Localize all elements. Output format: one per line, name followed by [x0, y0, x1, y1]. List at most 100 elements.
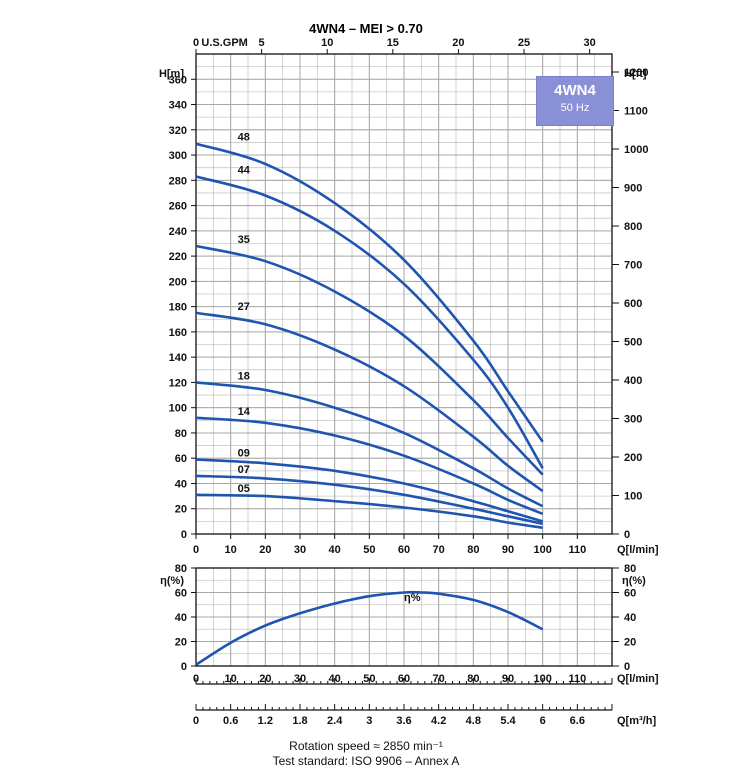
- eff-x2-tick-label: 3: [366, 715, 372, 727]
- eff-x2-tick-label: 2.4: [327, 715, 343, 727]
- y-tick-label: 100: [169, 403, 187, 415]
- y2-tick-label: 1100: [624, 105, 648, 117]
- curve-label: 27: [238, 301, 250, 313]
- efficiency-curve-label: η%: [404, 592, 421, 604]
- efficiency-chart-grid: [195, 567, 613, 667]
- x-tick-label: 90: [502, 544, 514, 556]
- badge-frequency: 50 Hz: [560, 102, 590, 114]
- eff-x-tick-label: 20: [259, 673, 271, 685]
- curve-label: 05: [238, 483, 250, 495]
- eff-y-tick-label: 20: [175, 637, 187, 649]
- eff-x2-tick-label: 3.6: [396, 715, 411, 727]
- eff-x-tick-label: 70: [433, 673, 445, 685]
- y-tick-label: 140: [169, 352, 187, 364]
- y2-tick-label: 400: [624, 375, 642, 387]
- x-tick-label: 20: [259, 544, 271, 556]
- curve-label: 09: [238, 447, 250, 459]
- eff-x2-tick-label: 6.6: [570, 715, 585, 727]
- eff-y2-tick-label: 0: [624, 661, 630, 673]
- eff-y-tick-label: 80: [175, 563, 187, 575]
- head-curve-05: [195, 493, 543, 529]
- eff-y-tick-label: 60: [175, 588, 187, 600]
- x-tick-label: 100: [533, 544, 551, 556]
- y-tick-label: 200: [169, 276, 187, 288]
- eff-x2-tick-label: 4.2: [431, 715, 446, 727]
- y-tick-label: 360: [169, 74, 187, 86]
- eff-x-tick-label: 80: [467, 673, 479, 685]
- eff-y2-axis-label: η(%): [622, 575, 646, 587]
- eff-x-tick-label: 30: [294, 673, 306, 685]
- eff-x-axis-label: Q[l/min]: [617, 673, 659, 685]
- x-tick-label: 60: [398, 544, 410, 556]
- x-tick-label: 50: [363, 544, 375, 556]
- y2-tick-label: 700: [624, 259, 642, 271]
- y-tick-label: 60: [175, 453, 187, 465]
- y-tick-label: 120: [169, 377, 187, 389]
- x-tick-label: 40: [329, 544, 341, 556]
- y-tick-label: 280: [169, 175, 187, 187]
- eff-x2-axis-label: Q[m³/h]: [617, 715, 656, 727]
- y2-tick-label: 1000: [624, 144, 648, 156]
- head-curve-48: [195, 142, 544, 443]
- curve-label: 44: [238, 165, 251, 177]
- x2-tick-label: 0: [193, 37, 199, 49]
- curve-label: 18: [238, 370, 250, 382]
- eff-x-tick-label: 110: [568, 673, 586, 685]
- y-tick-label: 180: [169, 302, 187, 314]
- eff-y2-tick-label: 60: [624, 588, 636, 600]
- y-tick-label: 0: [181, 529, 187, 541]
- eff-x-tick-label: 10: [225, 673, 237, 685]
- y-tick-label: 40: [175, 478, 187, 490]
- x2-tick-label: 20: [452, 37, 464, 49]
- eff-y-axis-label: η(%): [160, 575, 184, 587]
- eff-x-tick-label: 60: [398, 673, 410, 685]
- x-tick-label: 0: [193, 544, 199, 556]
- y2-tick-label: 900: [624, 182, 642, 194]
- eff-x2-tick-label: 1.2: [258, 715, 273, 727]
- head-chart-grid: [195, 53, 613, 535]
- eff-y2-tick-label: 80: [624, 563, 636, 575]
- y-tick-label: 260: [169, 201, 187, 213]
- y2-tick-label: 500: [624, 336, 642, 348]
- test-standard-note: Test standard: ISO 9906 – Annex A: [272, 754, 460, 768]
- y2-tick-label: 1200: [624, 67, 648, 79]
- x2-tick-label: 5: [259, 37, 265, 49]
- eff-x-tick-label: 0: [193, 673, 199, 685]
- y-tick-label: 20: [175, 504, 187, 516]
- y2-tick-label: 200: [624, 452, 642, 464]
- x2-tick-label: 15: [387, 37, 399, 49]
- y-tick-label: 220: [169, 251, 187, 263]
- curve-label: 14: [238, 406, 251, 418]
- eff-x2-tick-label: 5.4: [500, 715, 516, 727]
- chart-title: 4WN4 – MEI > 0.70: [309, 21, 423, 36]
- head-curve-07: [195, 474, 543, 526]
- eff-y2-tick-label: 20: [624, 637, 636, 649]
- curve-label: 48: [238, 132, 250, 144]
- y-tick-label: 240: [169, 226, 187, 238]
- head-curve-18: [195, 381, 544, 508]
- curve-label: 35: [238, 234, 250, 246]
- eff-x-tick-label: 40: [329, 673, 341, 685]
- x2-tick-label: 10: [321, 37, 333, 49]
- y2-tick-label: 0: [624, 529, 630, 541]
- y-tick-label: 320: [169, 125, 187, 137]
- x2-axis-label: U.S.GPM: [201, 37, 247, 49]
- y2-tick-label: 600: [624, 298, 642, 310]
- curve-label: 07: [238, 464, 250, 476]
- eff-x2-tick-label: 0: [193, 715, 199, 727]
- eff-x-tick-label: 100: [533, 673, 551, 685]
- eff-y-tick-label: 0: [181, 661, 187, 673]
- y-tick-label: 160: [169, 327, 187, 339]
- y2-tick-label: 800: [624, 221, 642, 233]
- x-tick-label: 70: [433, 544, 445, 556]
- y-tick-label: 80: [175, 428, 187, 440]
- eff-x-tick-label: 50: [363, 673, 375, 685]
- efficiency-curve: [195, 590, 544, 666]
- eff-y2-tick-label: 40: [624, 612, 636, 624]
- badge-model: 4WN4: [554, 82, 596, 99]
- y-tick-label: 300: [169, 150, 187, 162]
- x-tick-label: 10: [225, 544, 237, 556]
- y-axis-label: H[m]: [159, 68, 184, 80]
- eff-x-tick-label: 90: [502, 673, 514, 685]
